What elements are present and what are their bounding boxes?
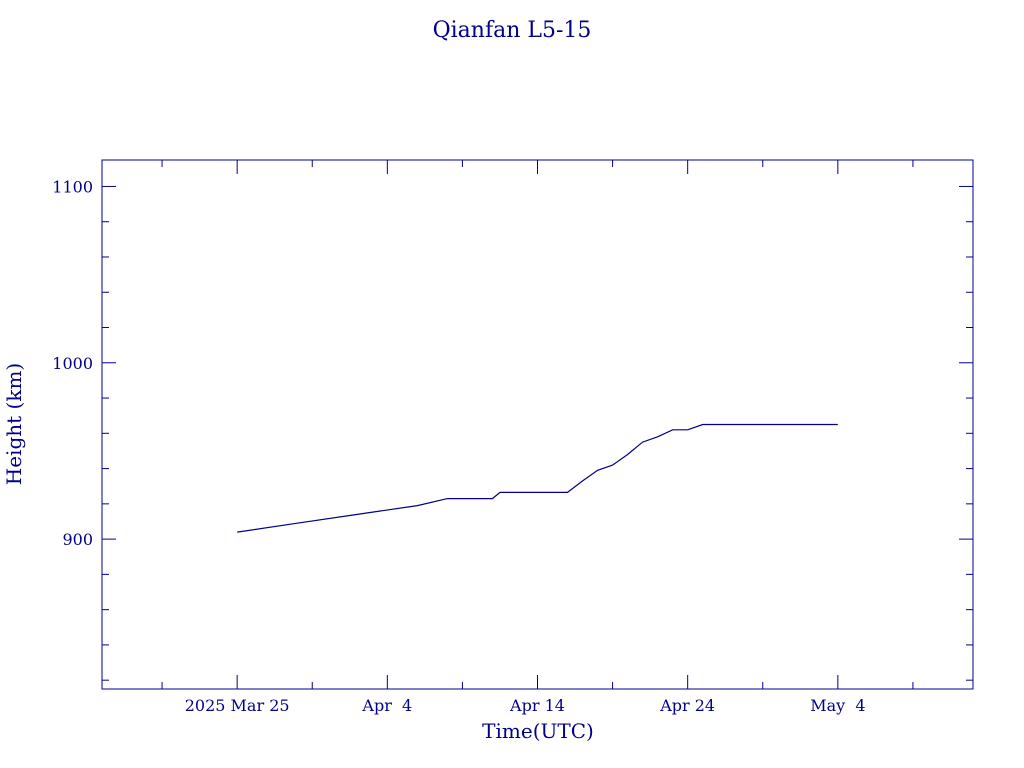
x-tick-label: Apr 14	[509, 696, 565, 715]
x-tick-labels: 2025 Mar 25 Apr 4 Apr 14 Apr 24 May 4	[185, 696, 866, 715]
plot-frame	[101, 159, 974, 690]
y-tick-label: 1000	[52, 354, 93, 373]
x-tick-label: Apr 4	[361, 696, 412, 715]
axis-ticks	[102, 160, 973, 689]
y-axis-label: Height (km)	[2, 363, 26, 485]
y-tick-label: 900	[62, 530, 93, 549]
x-tick-label: Apr 24	[659, 696, 715, 715]
chart-title: Qianfan L5-15	[433, 18, 592, 43]
y-tick-labels: 900 1000 1100	[52, 177, 93, 549]
y-tick-label: 1100	[52, 177, 93, 196]
x-axis-label: Time(UTC)	[482, 719, 594, 743]
x-tick-label: May 4	[810, 696, 865, 715]
height-series-line	[237, 423, 838, 533]
x-tick-label: 2025 Mar 25	[185, 696, 290, 715]
